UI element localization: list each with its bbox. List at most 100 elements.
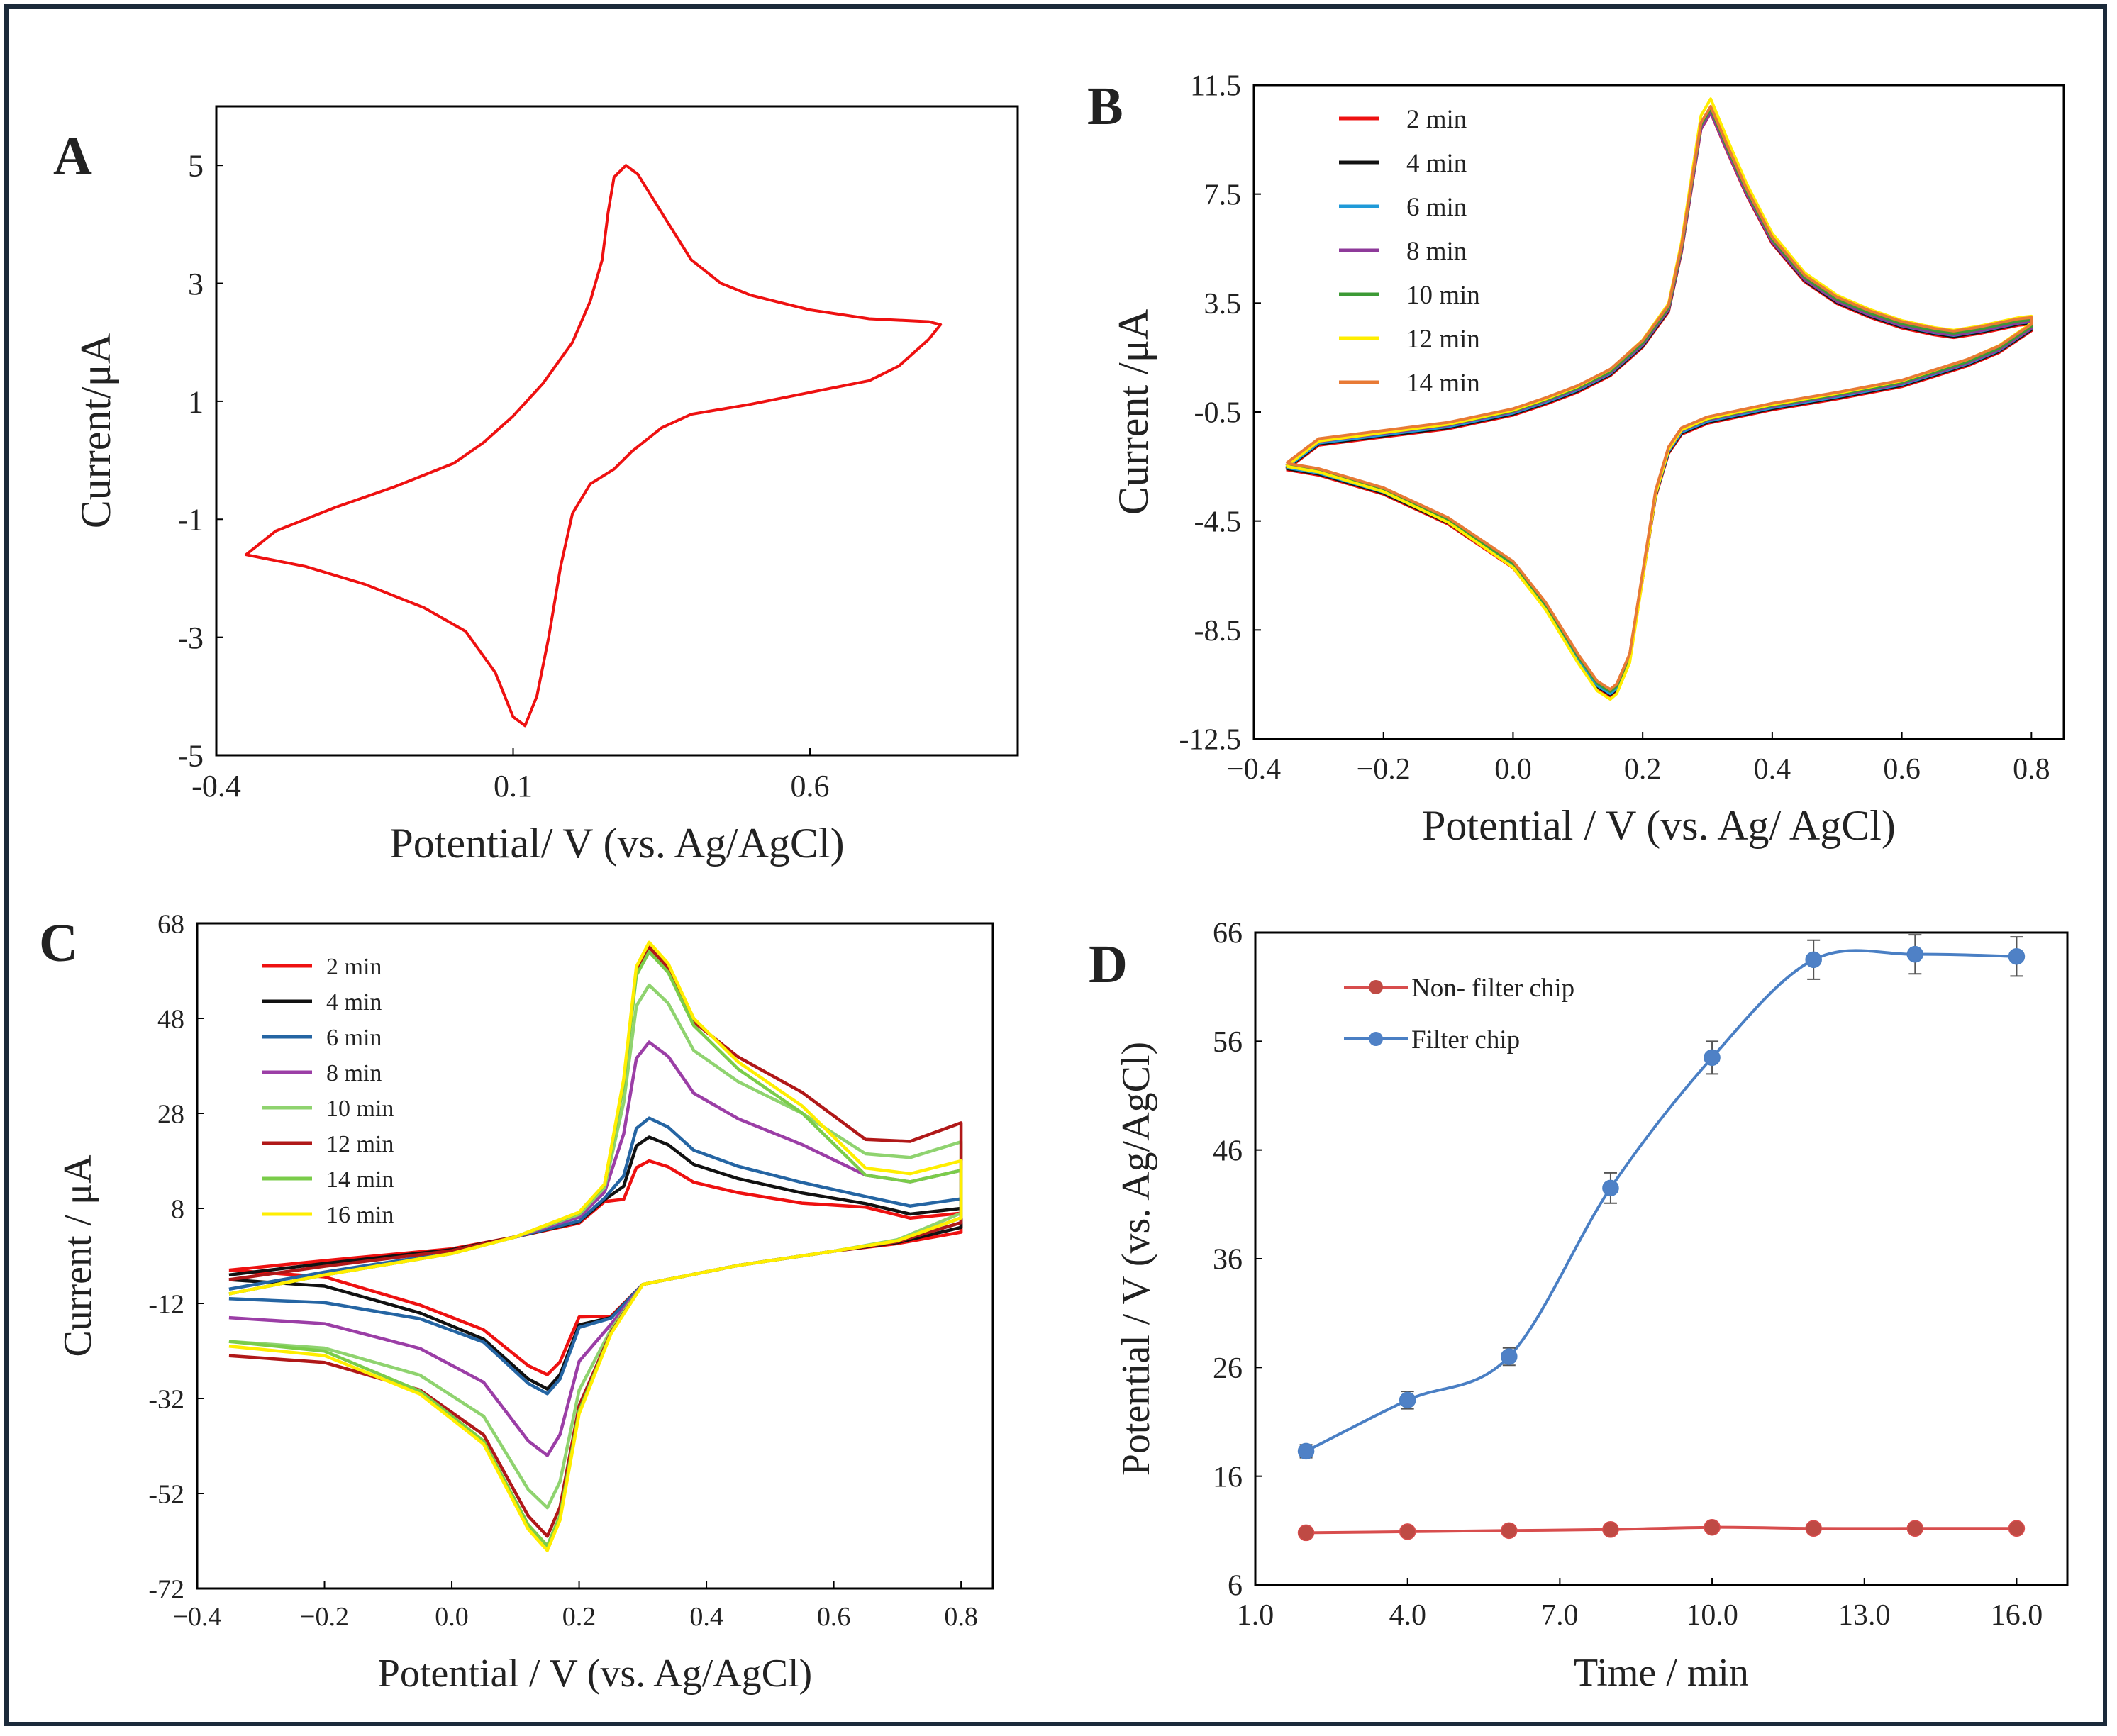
cv-series-8-min — [1285, 111, 2033, 691]
y-tick-label: 3.5 — [1204, 288, 1242, 321]
x-tick-label: 0.4 — [1754, 753, 1791, 786]
plot-area-c — [196, 922, 994, 1590]
y-tick-label: -0.5 — [1194, 397, 1242, 430]
x-axis-label: Potential / V (vs. Ag/ AgCl) — [1422, 802, 1896, 849]
cv-series-14-min — [1285, 105, 2033, 691]
legend-label: 6 min — [326, 1025, 382, 1051]
legend-label: 4 min — [326, 989, 382, 1016]
cv-series-10-min — [1285, 107, 2033, 694]
cv-series-6-min — [1285, 109, 2033, 696]
x-tick-label: 0.8 — [2013, 753, 2050, 786]
legend-label: 8 min — [1406, 237, 1467, 266]
x-tick-label: 0.6 — [817, 1602, 851, 1632]
y-tick-label: -1 — [177, 503, 204, 538]
x-tick-label: 16.0 — [1991, 1599, 2043, 1632]
series-line — [1306, 1525, 2017, 1535]
x-axis-label: Time / min — [1574, 1651, 1749, 1695]
legend-marker — [1369, 980, 1383, 994]
x-tick-label: 1.0 — [1237, 1599, 1274, 1632]
x-tick-label: −0.2 — [300, 1602, 349, 1632]
legend-label: 8 min — [326, 1060, 382, 1086]
x-tick-label: 0.0 — [435, 1602, 469, 1632]
y-tick-label: 11.5 — [1190, 70, 1241, 103]
y-tick-label: 68 — [157, 909, 184, 939]
x-tick-label: −0.4 — [173, 1602, 222, 1632]
y-axis-label: Current / μA — [56, 1154, 100, 1357]
legend-label: 6 min — [1406, 193, 1467, 222]
x-tick-label: 0.4 — [689, 1602, 723, 1632]
y-tick-label: -4.5 — [1194, 506, 1242, 538]
legend-label: 12 min — [1406, 325, 1480, 354]
data-point — [1399, 1523, 1416, 1540]
x-axis-label: Potential / V (vs. Ag/AgCl) — [378, 1652, 812, 1696]
y-tick-label: -8.5 — [1194, 615, 1242, 647]
y-tick-label: 66 — [1213, 918, 1243, 950]
data-point — [1501, 1348, 1518, 1365]
panel-letter: B — [1087, 77, 1123, 136]
x-tick-label: 0.8 — [944, 1602, 978, 1632]
data-point — [1906, 945, 1924, 963]
cv-series-4-min — [1285, 110, 2033, 696]
legend-label: 16 min — [326, 1202, 394, 1228]
cv-series-12-min — [1285, 97, 2033, 701]
y-tick-label: 26 — [1213, 1352, 1243, 1385]
y-tick-label: 56 — [1213, 1026, 1243, 1059]
y-axis-label: Current/μA — [72, 333, 119, 528]
y-tick-label: 1 — [188, 384, 204, 419]
data-point — [1906, 1520, 1924, 1537]
y-tick-label: 7.5 — [1204, 179, 1242, 211]
data-point — [1704, 1049, 1721, 1067]
data-point — [1602, 1521, 1619, 1538]
x-tick-label: 0.6 — [1883, 753, 1921, 786]
data-point — [2008, 947, 2026, 965]
y-axis-label: Potential / V (vs. Ag/AgCl) — [1114, 1042, 1158, 1476]
panel-letter: C — [39, 913, 78, 973]
legend-label: 4 min — [1406, 149, 1467, 178]
data-point — [1602, 1179, 1619, 1197]
figure-frame — [4, 4, 2107, 1726]
y-tick-label: 3 — [188, 267, 204, 301]
data-point — [1704, 1518, 1721, 1536]
x-tick-label: 13.0 — [1838, 1599, 1891, 1632]
data-point — [1297, 1442, 1315, 1460]
x-tick-label: 0.2 — [562, 1602, 596, 1632]
x-tick-label: 7.0 — [1541, 1599, 1579, 1632]
panel-letter: A — [53, 126, 92, 186]
x-tick-label: −0.2 — [1357, 753, 1411, 786]
panel-b: −0.4 −0.2 0.0 0.2 0.4 0.6 0.8 -12.5 -8.5 -4.5 -0.5… — [1087, 70, 2065, 849]
data-point — [1805, 951, 1822, 969]
series-line — [1305, 949, 2017, 1453]
data-point — [2008, 1520, 2026, 1537]
y-tick-label: 48 — [157, 1004, 184, 1034]
plot-area-b — [1252, 84, 2065, 740]
legend-label: 14 min — [326, 1167, 394, 1193]
data-point — [1501, 1522, 1518, 1540]
y-tick-label: -32 — [148, 1384, 184, 1414]
cv-series-10-min — [228, 983, 963, 1510]
legend-label: 12 min — [326, 1131, 394, 1157]
data-point — [1399, 1391, 1416, 1409]
cv-series-16-min — [228, 940, 963, 1552]
y-tick-label: 28 — [157, 1099, 184, 1129]
legend-label: 10 min — [326, 1096, 394, 1122]
y-tick-label: -12.5 — [1179, 724, 1242, 757]
x-tick-label: 0.1 — [494, 769, 533, 803]
legend-label: 2 min — [1406, 105, 1467, 134]
y-tick-label: 16 — [1213, 1461, 1243, 1493]
data-point — [1805, 1520, 1822, 1537]
plot-area-a — [215, 105, 1019, 757]
y-tick-label: 8 — [171, 1194, 184, 1224]
legend-label: 14 min — [1406, 369, 1480, 398]
legend-label: 10 min — [1406, 281, 1480, 310]
y-tick-label: -12 — [148, 1289, 184, 1319]
x-tick-label: 0.6 — [791, 769, 830, 803]
panel-letter: D — [1089, 935, 1128, 994]
y-tick-label: 6 — [1228, 1570, 1243, 1603]
y-tick-label: 36 — [1213, 1244, 1243, 1276]
x-tick-label: 0.2 — [1624, 753, 1662, 786]
x-tick-label: -0.4 — [191, 769, 241, 803]
plot-area-d — [1254, 931, 2069, 1586]
x-axis-label: Potential/ V (vs. Ag/AgCl) — [389, 820, 844, 867]
cv-series-6-min — [228, 1116, 963, 1396]
